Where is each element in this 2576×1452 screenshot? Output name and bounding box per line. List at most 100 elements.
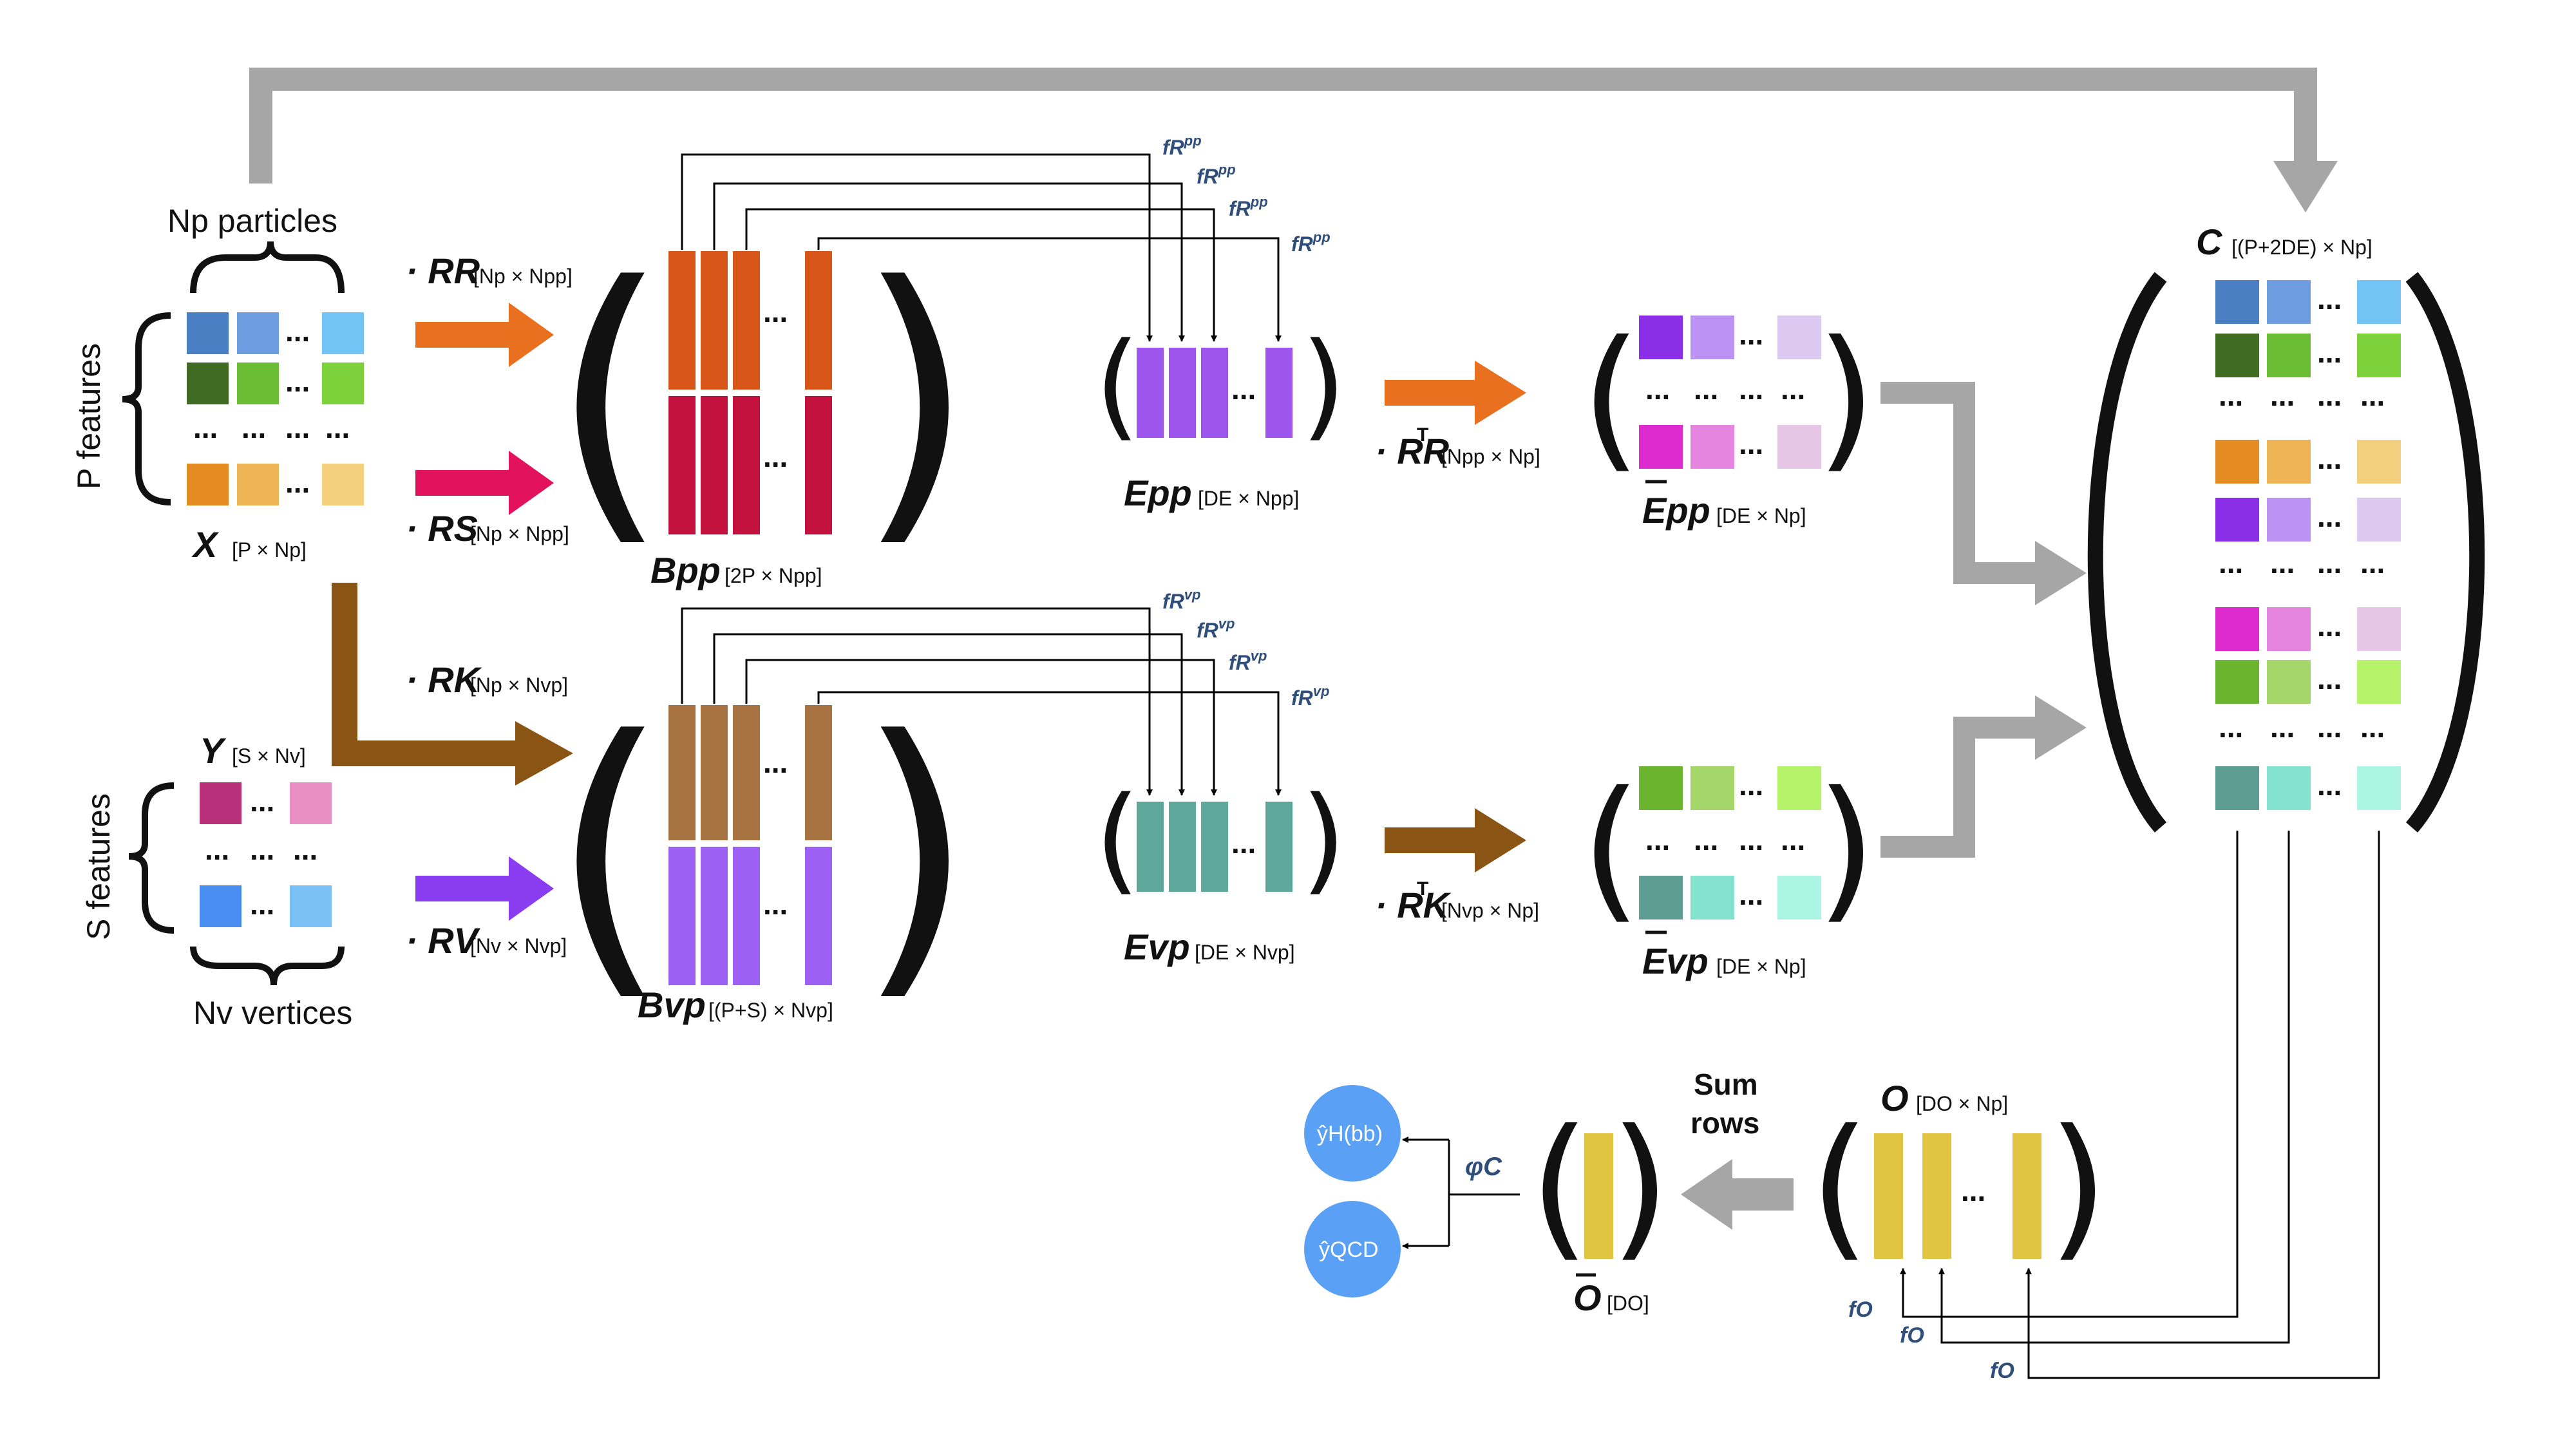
- sum-rows-step: Sum rows: [1681, 1068, 1794, 1230]
- rk-dims: [Np × Nvp]: [470, 674, 568, 697]
- top-brace: [190, 241, 345, 294]
- dots: ...: [325, 411, 350, 444]
- fo-labels: fO fO fO: [1848, 1297, 2014, 1383]
- brown-arrow: [1385, 808, 1526, 872]
- pink-arrow: [415, 451, 554, 515]
- x-cell: [322, 464, 364, 505]
- y-hbb-label: ŷH(bb): [1317, 1122, 1383, 1146]
- evp-dims: [DE × Nvp]: [1195, 941, 1295, 964]
- svg-text:fRpp: fRpp: [1229, 194, 1268, 220]
- dots: ...: [1694, 372, 1718, 406]
- x-cell: [237, 363, 279, 404]
- rv-dims: [Nv × Nvp]: [470, 934, 567, 957]
- epp-label: Epp: [1124, 473, 1192, 513]
- x-cell: [237, 312, 279, 354]
- right-paren: ): [2048, 1096, 2108, 1276]
- y-cell: [200, 782, 242, 824]
- rs-dims: [Np × Npp]: [470, 522, 569, 545]
- fr-label: fR: [1162, 590, 1184, 613]
- c-label: C: [2196, 222, 2223, 262]
- dots: ...: [1781, 823, 1805, 856]
- sup: vp: [1184, 587, 1201, 603]
- dots: ...: [250, 833, 274, 866]
- ebar-vp-dims: [DE × Np]: [1716, 955, 1806, 978]
- dots: ...: [2317, 546, 2342, 580]
- ebar-pp-label: Epp: [1642, 490, 1710, 531]
- y-cell: [290, 782, 332, 824]
- bvp-matrix: ( ) ... ... Bvp [(P+S) × Nvp]: [551, 675, 974, 1028]
- dots: ...: [285, 411, 310, 444]
- left-brace-s: [128, 782, 175, 934]
- right-paren: ): [1816, 758, 1877, 938]
- fr-vp-labels: fRvp fRvp fRvp fRvp: [1162, 587, 1329, 710]
- left-paren: [2087, 272, 2167, 833]
- rk-t-label: · RK: [1375, 885, 1452, 925]
- y-qcd-label: ŷQCD: [1319, 1238, 1379, 1262]
- fr-label: fR: [1229, 651, 1251, 674]
- dots: ...: [2317, 609, 2342, 643]
- dots: ...: [2219, 379, 2243, 412]
- dots: ...: [1739, 823, 1763, 856]
- output-hbb: ŷH(bb): [1304, 1085, 1401, 1182]
- fr-label: fR: [1197, 619, 1218, 642]
- dots: ...: [2360, 710, 2385, 744]
- x-cell: [237, 464, 279, 505]
- obar-dims: [DO]: [1607, 1292, 1649, 1315]
- svg-text:fRpp: fRpp: [1162, 133, 1202, 159]
- rk-operator: · RK [Np × Nvp]: [332, 583, 573, 786]
- dots: ...: [2317, 442, 2342, 475]
- dots: ...: [2270, 379, 2295, 412]
- right-paren: ): [1301, 772, 1346, 907]
- sup: vp: [1313, 683, 1330, 699]
- orange-arrow: [415, 303, 554, 367]
- epp-matrix: ( ) ... Epp [DE × Npp]: [1095, 318, 1346, 513]
- dots: ...: [1231, 826, 1256, 860]
- dots: ...: [2219, 546, 2243, 580]
- brown-arrow-shaft: [332, 583, 515, 766]
- o-matrix: O [DO × Np] ( ) ...: [1810, 1078, 2108, 1276]
- sup: pp: [1250, 194, 1268, 210]
- dots: ...: [293, 833, 317, 866]
- dots: ...: [2360, 546, 2385, 580]
- svg-text:fRpp: fRpp: [1197, 162, 1236, 188]
- left-paren: (: [1095, 772, 1140, 907]
- orange-arrow: [1385, 361, 1526, 425]
- left-paren: (: [1810, 1096, 1870, 1276]
- right-paren: ): [857, 222, 974, 574]
- x-cell: [322, 363, 364, 404]
- fr-pp-connectors: [681, 153, 1282, 342]
- dots: ...: [1645, 823, 1670, 856]
- fr-label: fR: [1229, 197, 1251, 220]
- right-paren: ): [857, 675, 974, 1028]
- fr-label: fR: [1197, 165, 1218, 188]
- c-dims: [(P+2DE) × Np]: [2231, 236, 2372, 259]
- x-cell: [187, 464, 229, 505]
- output-circle: [1304, 1085, 1401, 1182]
- y-label: Y: [200, 730, 227, 771]
- dots: ...: [193, 411, 218, 444]
- s-features-label: S features: [80, 793, 117, 940]
- dots: ...: [2270, 710, 2295, 744]
- dots: ...: [1694, 823, 1718, 856]
- sup: pp: [1184, 133, 1202, 149]
- fr-vp-connectors: [681, 607, 1282, 796]
- dots: ...: [1739, 768, 1763, 802]
- svg-text:fRvp: fRvp: [1291, 683, 1329, 710]
- rv-label: · RV: [406, 920, 481, 961]
- dots: ...: [250, 784, 274, 818]
- nv-vertices-label: Nv vertices: [193, 995, 352, 1031]
- transpose-sup: T: [1417, 424, 1428, 446]
- sup: pp: [1218, 162, 1236, 178]
- rr-transpose-operator: · RR T [Npp × Np]: [1375, 361, 1540, 471]
- bvp-label: Bvp: [638, 985, 706, 1025]
- o-label: O: [1880, 1078, 1909, 1118]
- y-dims: [S × Nv]: [232, 744, 306, 768]
- left-paren: (: [1530, 1096, 1590, 1276]
- bpp-label: Bpp: [650, 550, 721, 590]
- classifier-step: φC: [1402, 1136, 1520, 1249]
- transpose-sup: T: [1417, 878, 1428, 900]
- rows-label: rows: [1690, 1106, 1759, 1140]
- dots: ...: [1739, 372, 1763, 406]
- right-paren: [2405, 272, 2485, 833]
- rs-operator: · RS [Np × Npp]: [406, 451, 569, 549]
